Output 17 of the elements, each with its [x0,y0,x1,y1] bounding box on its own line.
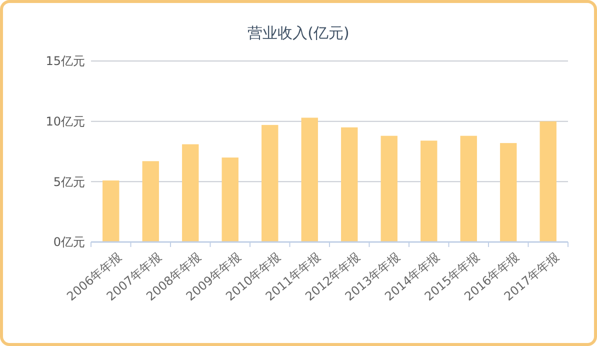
bar [301,118,318,242]
y-tick-label: 15亿元 [46,54,85,68]
bar [102,180,120,242]
y-tick-label: 5亿元 [53,174,85,189]
y-tick-label: 0亿元 [53,235,85,250]
bar [222,158,238,242]
bar [182,144,199,242]
chart-title: 营业收入(亿元) [248,24,350,42]
bar [341,127,358,242]
bar [262,124,278,242]
bar [142,161,159,242]
bar [460,136,477,242]
bar [500,143,517,242]
y-tick-label: 10亿元 [46,114,85,129]
bar [380,136,398,242]
bar [540,121,556,242]
bar [420,140,438,242]
